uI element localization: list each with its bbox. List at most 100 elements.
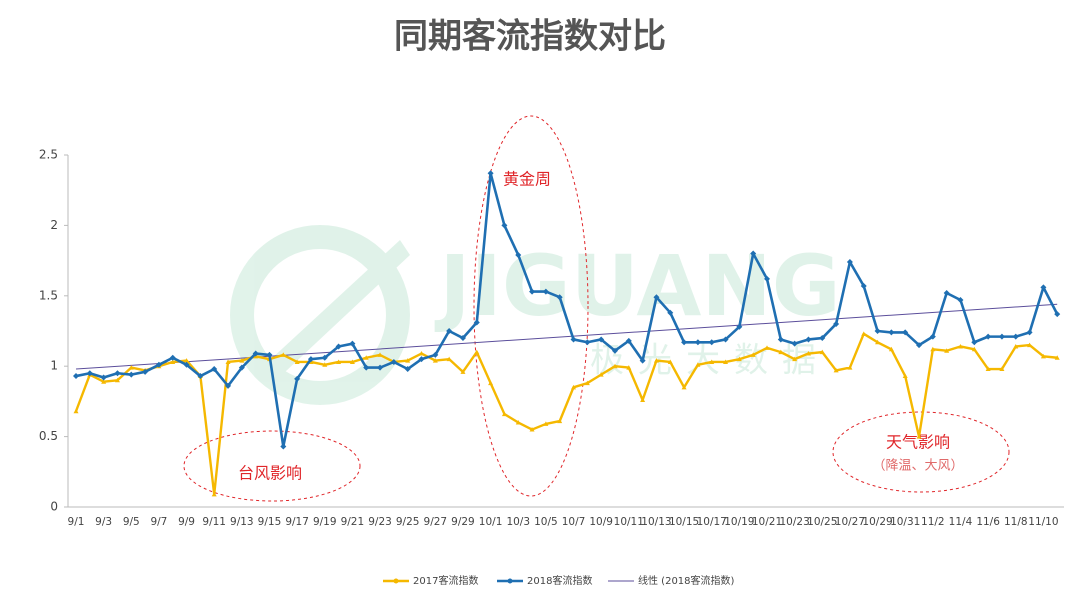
- point: [114, 377, 120, 383]
- x-tick-label: 10/23: [780, 516, 810, 528]
- point: [238, 364, 245, 371]
- point: [446, 328, 453, 334]
- watermark-subtext: 极光大数据: [590, 341, 830, 381]
- point: [225, 382, 232, 389]
- point: [142, 368, 149, 375]
- x-tick-label: 9/13: [230, 516, 254, 528]
- x-tick-label: 10/13: [641, 516, 671, 528]
- x-tick-label: 9/15: [258, 516, 282, 528]
- x-tick-label: 9/25: [396, 516, 420, 528]
- x-tick-label: 11/6: [976, 516, 1000, 528]
- point: [1040, 284, 1047, 291]
- legend-marker: [507, 578, 513, 584]
- x-tick-label: 9/9: [178, 516, 195, 528]
- trendline: [75, 303, 1058, 370]
- point: [446, 356, 452, 362]
- point: [460, 369, 466, 374]
- point: [750, 352, 756, 357]
- point: [598, 372, 604, 377]
- point: [722, 336, 729, 343]
- point: [294, 375, 301, 382]
- point: [998, 333, 1005, 340]
- point: [377, 352, 383, 357]
- point: [571, 384, 577, 390]
- legend-marker: [393, 578, 399, 584]
- x-tick-label: 10/3: [506, 516, 530, 528]
- point: [736, 356, 742, 362]
- highlight-ellipse: [832, 411, 1010, 493]
- x-tick-label: 9/19: [313, 516, 337, 528]
- point: [529, 288, 536, 295]
- point: [708, 339, 715, 346]
- point: [723, 359, 729, 364]
- point: [1054, 355, 1060, 360]
- point: [626, 365, 632, 370]
- point: [750, 250, 757, 257]
- point: [473, 319, 480, 326]
- point: [833, 367, 839, 373]
- x-tick-label: 9/3: [95, 516, 112, 528]
- point: [128, 365, 134, 370]
- point: [1054, 311, 1061, 318]
- point: [501, 222, 508, 229]
- point: [736, 323, 743, 330]
- point: [985, 366, 991, 372]
- x-tick-label: 10/5: [534, 516, 558, 528]
- point: [764, 275, 770, 282]
- point: [625, 337, 632, 344]
- x-tick-label: 9/11: [202, 516, 226, 528]
- y-tick-label: 2.5: [39, 148, 58, 162]
- x-tick-label: 10/15: [669, 516, 699, 528]
- point: [833, 320, 840, 327]
- annotation-sub: （降温、大风）: [872, 459, 963, 474]
- annotation: 天气影响: [886, 433, 950, 452]
- point: [556, 294, 563, 301]
- point: [225, 359, 231, 364]
- point: [584, 339, 591, 346]
- point: [459, 335, 466, 342]
- point: [709, 359, 715, 364]
- point: [653, 358, 659, 363]
- x-tick-label: 11/8: [1004, 516, 1028, 528]
- x-tick-label: 9/21: [341, 516, 365, 528]
- x-tick-label: 9/23: [368, 516, 392, 528]
- point: [419, 351, 424, 356]
- point: [875, 339, 881, 345]
- watermark: JIGUANG 极光大数据: [230, 225, 841, 405]
- point: [73, 408, 79, 414]
- x-tick-label: 9/29: [451, 516, 475, 528]
- point: [432, 358, 438, 363]
- point: [930, 346, 936, 352]
- point: [888, 346, 894, 352]
- point: [598, 336, 605, 343]
- legend-label: 线性 (2018客流指数): [638, 574, 735, 587]
- x-tick-label: 10/9: [589, 516, 613, 528]
- point: [377, 364, 384, 371]
- x-tick-label: 9/27: [424, 516, 448, 528]
- point: [211, 366, 218, 373]
- point: [529, 427, 535, 432]
- point: [322, 362, 328, 367]
- point: [73, 373, 79, 380]
- point: [487, 170, 494, 177]
- point: [184, 358, 190, 363]
- point: [169, 354, 176, 361]
- point: [557, 418, 563, 424]
- point: [363, 355, 369, 360]
- point: [957, 343, 963, 349]
- point: [294, 359, 300, 364]
- point: [321, 354, 328, 361]
- point: [653, 294, 660, 301]
- x-tick-label: 10/25: [807, 516, 837, 528]
- point: [474, 349, 480, 355]
- y-tick-label: 2: [50, 218, 58, 232]
- point: [640, 397, 646, 402]
- point: [985, 333, 992, 340]
- x-tick-label: 10/21: [752, 516, 782, 528]
- watermark-logo: [230, 225, 410, 405]
- point: [128, 371, 135, 378]
- y-tick-label: 0: [50, 500, 58, 514]
- point: [404, 366, 411, 373]
- point: [405, 358, 411, 363]
